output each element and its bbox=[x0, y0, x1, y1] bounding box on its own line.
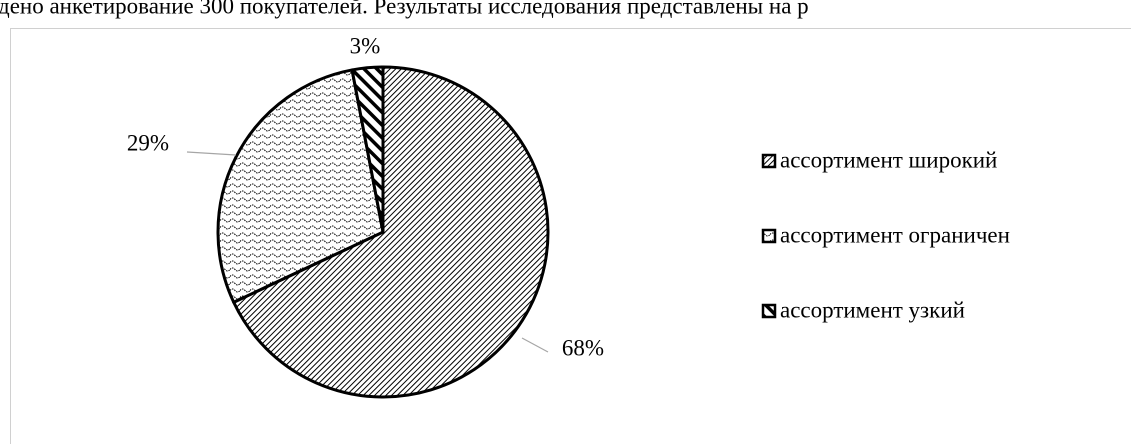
legend-swatch bbox=[761, 228, 777, 244]
context-text: дено анкетирование 300 покупателей. Резу… bbox=[0, 0, 809, 18]
pie-slice bbox=[232, 65, 550, 399]
legend-swatch bbox=[761, 303, 777, 319]
legend-label: ассортимент ограничен bbox=[780, 222, 1010, 247]
legend-swatch bbox=[761, 153, 777, 169]
leader-line bbox=[521, 337, 549, 353]
legend-label: ассортимент широкий bbox=[780, 147, 997, 172]
legend-label: ассортимент узкий bbox=[780, 297, 965, 322]
data-label: 3% bbox=[350, 33, 381, 58]
data-label: 29% bbox=[127, 130, 169, 155]
pie-slice bbox=[350, 65, 385, 234]
chart-frame bbox=[10, 28, 1131, 444]
data-label: 68% bbox=[562, 335, 604, 360]
leader-line bbox=[186, 151, 237, 156]
pie-slice bbox=[216, 68, 385, 304]
